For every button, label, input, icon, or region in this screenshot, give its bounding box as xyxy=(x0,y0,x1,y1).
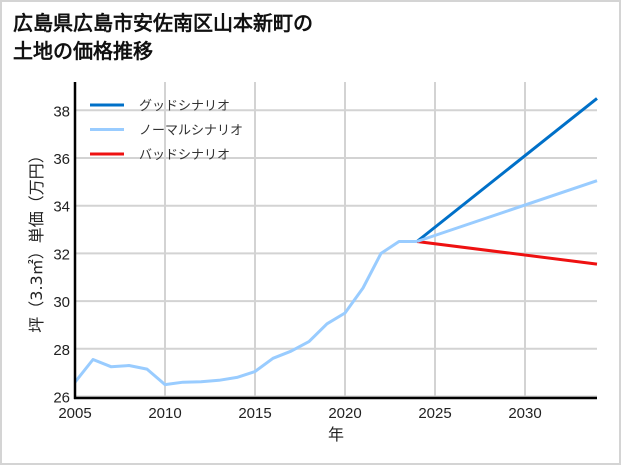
y-tick-label: 26 xyxy=(53,390,70,407)
series-bad xyxy=(416,240,598,266)
series-historical xyxy=(73,240,417,387)
chart-title-line2: 土地の価格推移 xyxy=(13,39,153,63)
x-tick-label: 2020 xyxy=(328,405,361,422)
legend-label: ノーマルシナリオ xyxy=(139,124,243,139)
y-tick-label: 38 xyxy=(53,103,70,120)
legend-label: バッドシナリオ xyxy=(139,148,230,163)
y-tick-label: 36 xyxy=(53,151,70,168)
legend-label: グッドシナリオ xyxy=(139,99,230,114)
x-tick-label: 2015 xyxy=(238,405,271,422)
x-axis-label: 年 xyxy=(328,425,344,444)
y-tick-label: 30 xyxy=(53,294,70,311)
series-normal xyxy=(416,179,598,243)
y-tick-label: 32 xyxy=(53,246,70,263)
x-tick-label: 2025 xyxy=(418,405,451,422)
y-axis-label: 坪（3.3㎡）単価（万円） xyxy=(27,147,46,332)
chart-title: 広島県広島市安佐南区山本新町の 土地の価格推移 xyxy=(13,9,313,65)
series xyxy=(73,97,598,387)
y-tick-label: 28 xyxy=(53,342,70,359)
x-tick-label: 2030 xyxy=(508,405,541,422)
x-tick-label: 2005 xyxy=(58,405,91,422)
chart-title-line1: 広島県広島市安佐南区山本新町の xyxy=(13,11,313,35)
x-tick-label: 2010 xyxy=(148,405,181,422)
y-tick-label: 34 xyxy=(53,199,70,216)
series-good xyxy=(416,97,598,243)
